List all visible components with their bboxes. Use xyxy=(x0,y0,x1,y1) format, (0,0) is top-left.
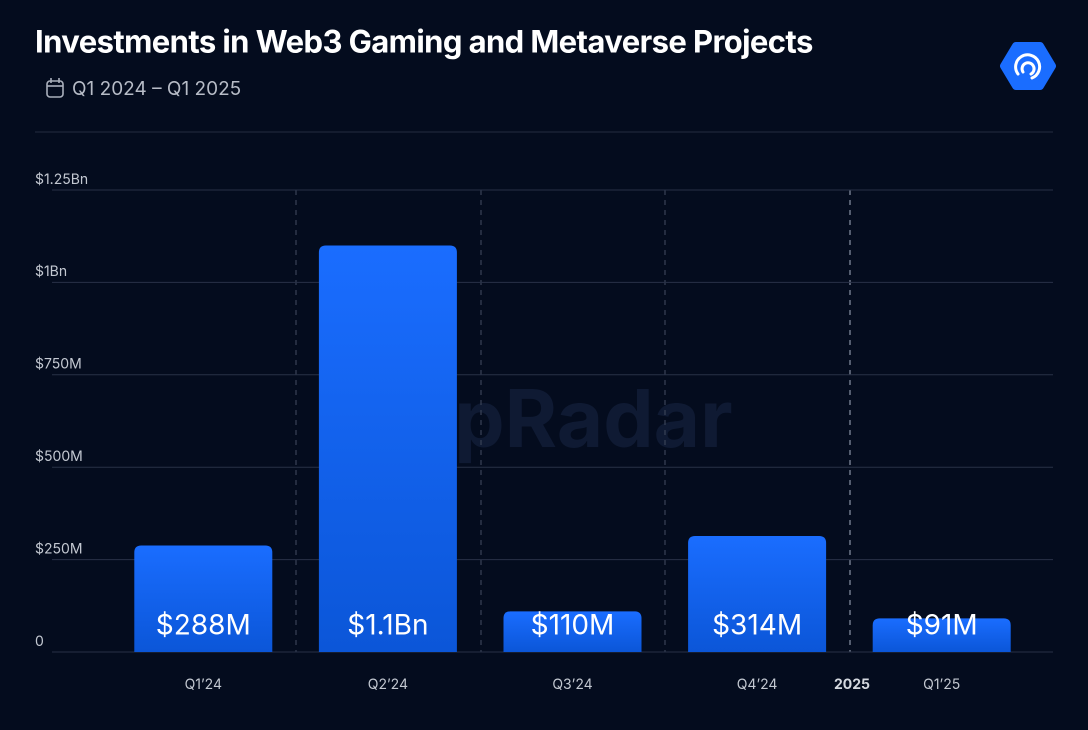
x-tick-label: Q4’24 xyxy=(737,676,778,693)
value-label: $1.1Bn xyxy=(347,608,428,642)
y-tick-label: $1Bn xyxy=(35,263,67,280)
calendar-icon xyxy=(46,78,64,98)
y-tick-label: $750M xyxy=(35,356,82,373)
x-tick-label: Q1’25 xyxy=(923,676,960,693)
bar xyxy=(688,535,827,652)
bar xyxy=(872,618,1011,652)
value-label: $288M xyxy=(156,608,251,642)
year-annotation: 2025 xyxy=(834,676,870,693)
x-tick-label: Q1’24 xyxy=(185,676,222,693)
logo xyxy=(1000,42,1056,90)
chart-subtitle: Q1 2024 – Q1 2025 xyxy=(72,77,241,100)
value-label: $314M xyxy=(712,608,802,642)
bar xyxy=(134,545,273,652)
y-tick-label: $500M xyxy=(35,448,83,465)
value-label: $110M xyxy=(531,608,615,642)
y-tick-label: $250M xyxy=(35,540,83,557)
bar xyxy=(318,245,457,652)
x-tick-label: Q2’24 xyxy=(368,676,408,693)
separators xyxy=(295,190,851,652)
y-tick-label: 0 xyxy=(35,633,44,650)
bar xyxy=(503,611,642,652)
chart-title: Investments in Web3 Gaming and Metaverse… xyxy=(35,23,813,60)
value-label: $91M xyxy=(906,608,978,642)
y-tick-label: $1.25Bn xyxy=(35,171,88,188)
x-tick-label: Q3’24 xyxy=(552,676,592,693)
